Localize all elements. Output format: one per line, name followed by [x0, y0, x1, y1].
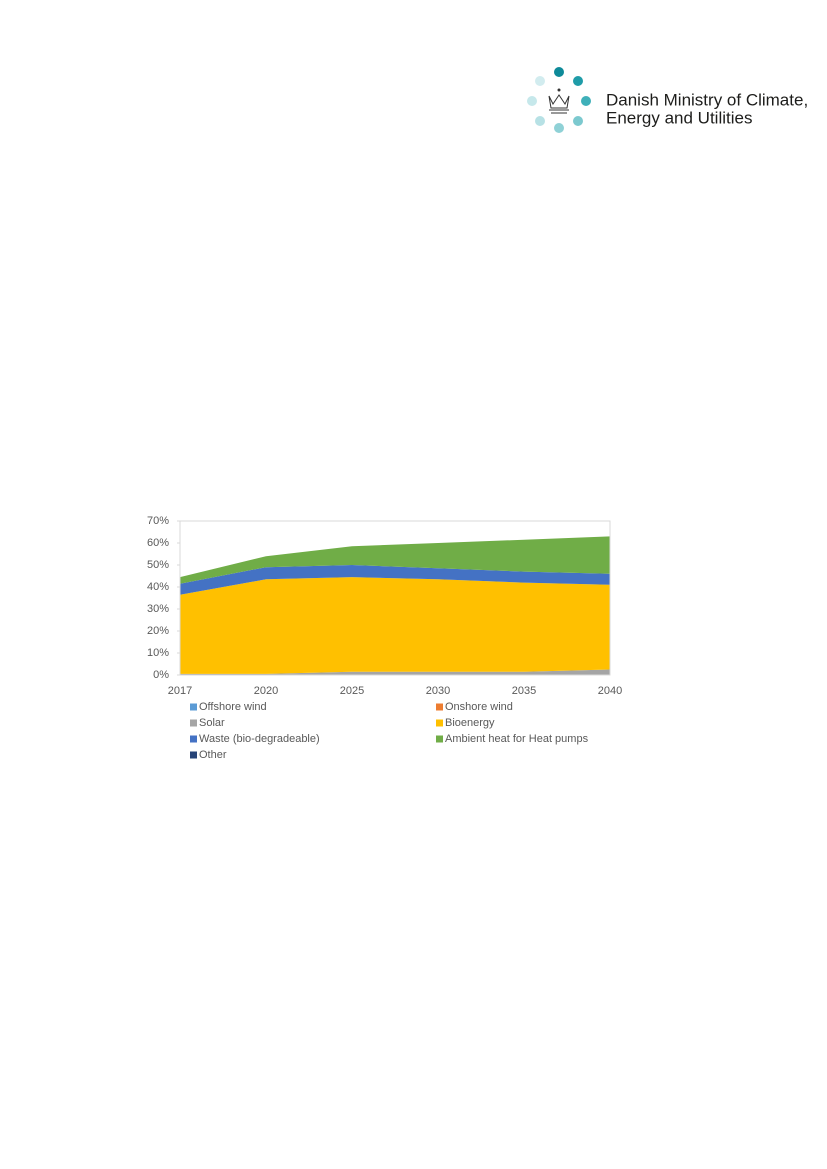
chart: 0% 10% 20% 30% 40% 50% 60% 70% 2017 2020 2025 2030 2… [147, 515, 622, 761]
x-tick-label: 2017 [168, 685, 192, 697]
plot-frame [179, 520, 611, 676]
logo-text: Energy and Utilities [606, 108, 752, 127]
legend-swatch [190, 735, 197, 743]
y-tick-label: 0% [153, 669, 169, 681]
legend-label: Bioenergy [445, 717, 495, 729]
y-tick-label: 30% [147, 603, 169, 615]
y-tick-label: 70% [147, 515, 169, 527]
legend-label: Other [199, 749, 227, 761]
legend-label: Ambient heat for Heat pumps [445, 733, 589, 745]
y-tick-label: 60% [147, 537, 169, 549]
legend-label: Onshore wind [445, 701, 513, 713]
legend-label: Offshore wind [199, 701, 267, 713]
area [180, 669, 610, 675]
logo: Danish Ministry of Climate, Energy and U… [527, 67, 808, 133]
legend-swatch [436, 703, 443, 711]
legend-swatch [190, 751, 197, 759]
y-tick-label: 50% [147, 559, 169, 571]
legend-swatch [436, 735, 443, 743]
y-tick-label: 20% [147, 625, 169, 637]
x-tick-label: 2025 [340, 685, 364, 697]
area [180, 577, 610, 674]
legend-swatch [436, 719, 443, 727]
x-tick-label: 2035 [512, 685, 536, 697]
legend-label: Waste (bio-degradeable) [199, 733, 320, 745]
y-tick-label: 40% [147, 581, 169, 593]
y-tick-label: 10% [147, 647, 169, 659]
legend-swatch [190, 703, 197, 711]
logo-dots [527, 67, 591, 133]
x-tick-label: 2020 [254, 685, 278, 697]
x-tick-label: 2040 [598, 685, 622, 697]
area [180, 565, 610, 595]
legend-swatch [190, 719, 197, 727]
area [180, 536, 610, 584]
legend-label: Solar [199, 717, 225, 729]
logo-text: Danish Ministry of Climate, [606, 90, 808, 109]
x-tick-label: 2030 [426, 685, 450, 697]
